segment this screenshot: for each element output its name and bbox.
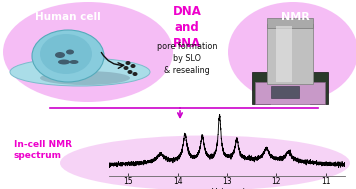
FancyBboxPatch shape	[252, 72, 270, 104]
Ellipse shape	[132, 72, 137, 76]
Ellipse shape	[10, 58, 150, 86]
Ellipse shape	[131, 64, 136, 68]
Ellipse shape	[66, 50, 74, 54]
FancyBboxPatch shape	[271, 86, 299, 98]
Ellipse shape	[55, 52, 65, 58]
Ellipse shape	[3, 2, 173, 102]
Ellipse shape	[40, 71, 130, 85]
Text: DNA
and
RNA: DNA and RNA	[173, 5, 201, 50]
Ellipse shape	[58, 60, 70, 64]
FancyBboxPatch shape	[267, 18, 313, 28]
Ellipse shape	[228, 2, 356, 102]
Text: pore formation
by SLO
& resealing: pore formation by SLO & resealing	[157, 42, 217, 75]
Text: Human cell: Human cell	[35, 12, 101, 22]
Ellipse shape	[60, 136, 350, 189]
X-axis label: ¹H (ppm): ¹H (ppm)	[208, 188, 246, 189]
Text: NMR: NMR	[281, 12, 309, 22]
FancyBboxPatch shape	[310, 72, 328, 104]
FancyBboxPatch shape	[267, 24, 313, 84]
FancyBboxPatch shape	[255, 82, 325, 104]
Ellipse shape	[69, 60, 79, 64]
Ellipse shape	[124, 66, 129, 70]
Ellipse shape	[40, 34, 92, 74]
Ellipse shape	[126, 61, 131, 65]
Ellipse shape	[32, 30, 104, 82]
Text: In-cell NMR
spectrum: In-cell NMR spectrum	[14, 140, 72, 160]
FancyBboxPatch shape	[276, 26, 292, 82]
Ellipse shape	[127, 70, 132, 74]
